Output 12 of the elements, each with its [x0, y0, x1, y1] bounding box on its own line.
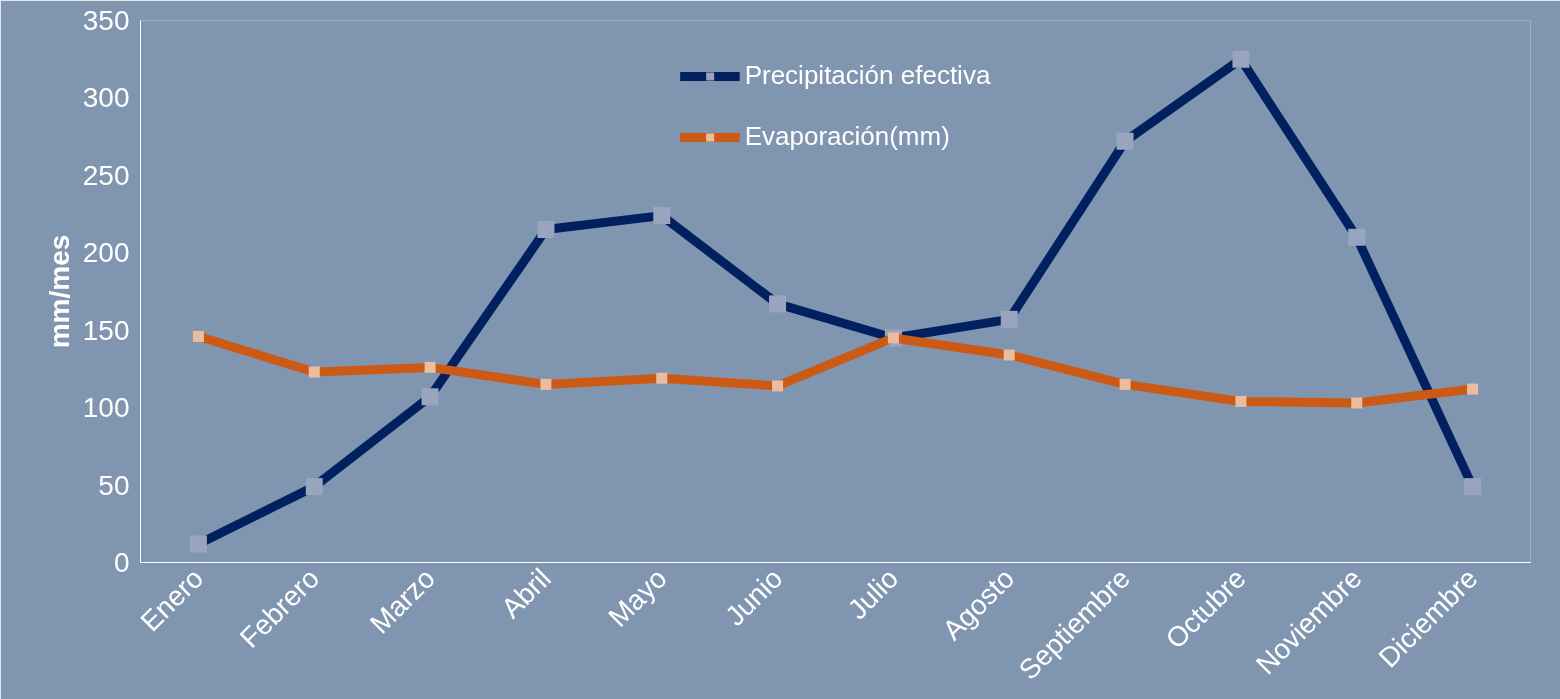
y-tick-label: 150 — [82, 314, 130, 346]
legend-label: Evaporación(mm) — [744, 121, 950, 152]
y-tick-label: 0 — [113, 547, 130, 578]
y-tick-label: 300 — [82, 82, 130, 114]
y-tick-label: 250 — [82, 159, 130, 191]
y-tick-label: 200 — [82, 237, 130, 269]
y-tick-label: 350 — [82, 5, 130, 36]
y-tick-label: 50 — [98, 469, 130, 501]
y-axis-title: mm/mes — [43, 234, 75, 349]
legend-label: Precipitación efectiva — [744, 60, 991, 91]
y-tick-label: 100 — [82, 392, 130, 424]
x-tick-label: Julio — [841, 562, 905, 626]
